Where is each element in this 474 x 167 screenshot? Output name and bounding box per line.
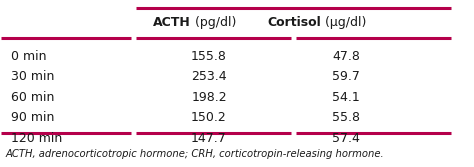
Text: 150.2: 150.2 [191, 112, 227, 124]
Text: 30 min: 30 min [10, 70, 54, 84]
Text: 55.8: 55.8 [332, 112, 360, 124]
Text: 253.4: 253.4 [191, 70, 227, 84]
Text: 90 min: 90 min [10, 112, 54, 124]
Text: 47.8: 47.8 [332, 50, 360, 63]
Text: 59.7: 59.7 [332, 70, 360, 84]
Text: 60 min: 60 min [10, 91, 54, 104]
Text: 0 min: 0 min [10, 50, 46, 63]
Text: 57.4: 57.4 [332, 132, 360, 145]
Text: 54.1: 54.1 [332, 91, 360, 104]
Text: 147.7: 147.7 [191, 132, 227, 145]
Text: 120 min: 120 min [10, 132, 62, 145]
Text: ACTH: ACTH [153, 16, 191, 29]
Text: 198.2: 198.2 [191, 91, 227, 104]
Text: ACTH, adrenocorticotropic hormone; CRH, corticotropin-releasing hormone.: ACTH, adrenocorticotropic hormone; CRH, … [6, 149, 384, 159]
Text: (μg/dl): (μg/dl) [321, 16, 366, 29]
Text: Cortisol: Cortisol [267, 16, 321, 29]
Text: (pg/dl): (pg/dl) [191, 16, 236, 29]
Text: 155.8: 155.8 [191, 50, 227, 63]
